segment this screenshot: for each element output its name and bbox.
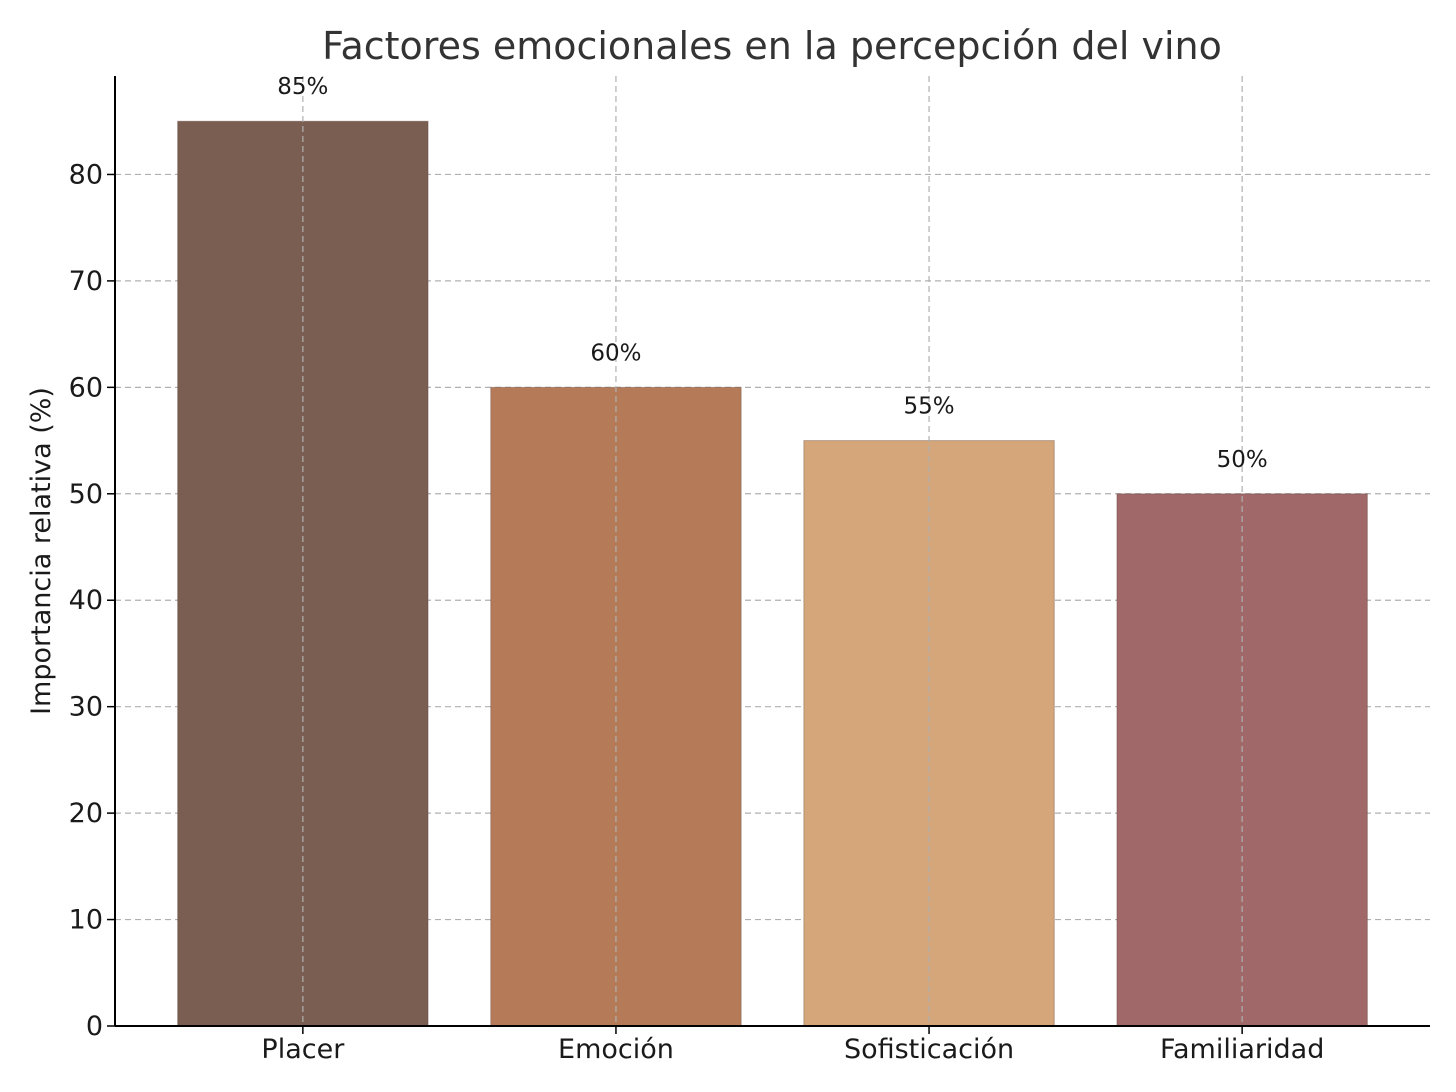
data-label: 85%	[277, 74, 328, 100]
y-tick-label: 10	[69, 905, 103, 936]
x-tick-label: Sofisticación	[844, 1034, 1014, 1065]
x-tick-label: Emoción	[558, 1034, 674, 1065]
y-tick-label: 40	[69, 585, 103, 616]
y-tick-label: 0	[86, 1011, 103, 1042]
bars	[177, 120, 1368, 1027]
y-ticks: 0 10 20 30 40 50 60 70 80	[69, 159, 115, 1042]
vertical-grid	[302, 76, 1243, 1026]
data-label: 55%	[903, 394, 954, 420]
y-tick-label: 30	[69, 692, 103, 723]
axes	[114, 76, 1430, 1027]
data-label: 50%	[1217, 447, 1268, 473]
y-tick-label: 60	[69, 372, 103, 403]
x-tick-label: Placer	[261, 1034, 345, 1065]
y-tick-label: 80	[69, 159, 103, 190]
y-tick-label: 50	[69, 479, 103, 510]
y-tick-label: 70	[69, 266, 103, 297]
chart-title: Factores emocionales en la percepción de…	[322, 24, 1222, 68]
x-ticks: Placer Emoción Sofisticación Familiaridad	[261, 1026, 1324, 1065]
x-tick-label: Familiaridad	[1160, 1034, 1324, 1065]
data-label: 60%	[590, 340, 641, 366]
y-axis-label: Importancia relativa (%)	[26, 387, 57, 715]
bar-placer	[177, 120, 429, 1027]
y-tick-label: 20	[69, 798, 103, 829]
data-labels: 85% 60% 55% 50%	[277, 74, 1267, 473]
